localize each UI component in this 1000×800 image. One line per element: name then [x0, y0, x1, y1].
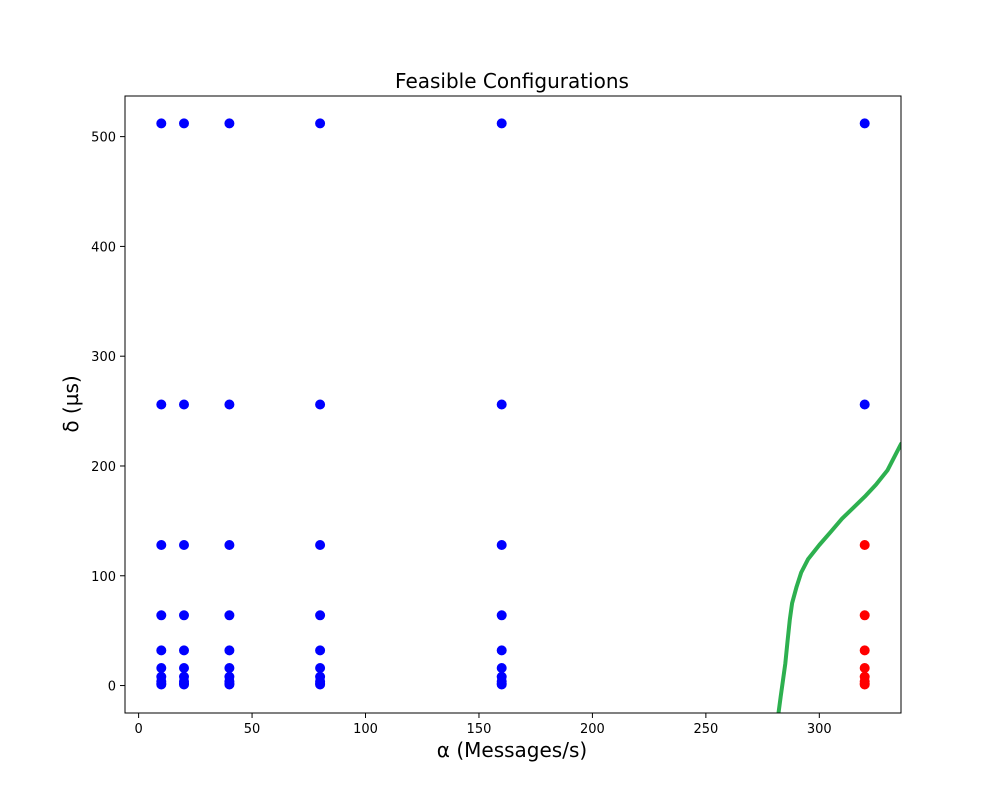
scatter-point-0-44	[496, 663, 507, 673]
y-tick-label-3: 300	[91, 350, 116, 365]
x-axis-label: α (Messages/s)	[437, 738, 587, 762]
scatter-point-0-28	[224, 399, 235, 410]
scatter-point-0-46	[496, 610, 507, 621]
scatter-point-1-4	[859, 663, 870, 673]
scatter-point-0-9	[156, 118, 167, 129]
y-tick-label-1: 100	[91, 570, 116, 585]
x-tick-label-0: 0	[134, 722, 142, 737]
scatter-point-1-3	[859, 671, 870, 682]
chart-title: Feasible Configurations	[395, 69, 629, 93]
scatter-point-0-27	[224, 540, 235, 550]
scatter-point-0-45	[496, 645, 507, 656]
scatter-point-0-43	[496, 671, 507, 682]
scatter-point-1-5	[859, 645, 870, 656]
scatter-point-0-26	[224, 610, 235, 621]
x-axis: 0 50 100 150 200 250 300	[134, 713, 832, 737]
y-tick-label-5: 500	[91, 131, 116, 146]
scatter-point-0-29	[224, 118, 235, 129]
scatter-point-0-18	[179, 399, 189, 410]
scatter-point-0-37	[315, 540, 326, 550]
scatter-point-0-5	[156, 645, 167, 656]
scatter-point-0-14	[179, 663, 189, 673]
y-tick-label-4: 400	[91, 240, 116, 255]
y-tick-label-0: 0	[108, 680, 116, 695]
y-axis: 0 100 200 300 400 500	[91, 131, 125, 695]
plot-frame	[124, 95, 902, 714]
y-axis-label: δ (µs)	[59, 375, 83, 432]
scatter-point-0-24	[224, 663, 235, 673]
scatter-point-0-50	[859, 399, 870, 410]
scatter-point-0-25	[224, 645, 235, 656]
scatter-point-0-34	[315, 663, 326, 673]
feasibility-curve	[776, 442, 901, 713]
scatter-point-0-13	[179, 671, 189, 682]
scatter-point-0-6	[156, 610, 167, 621]
scatter-point-0-36	[315, 610, 326, 621]
scatter-point-0-38	[315, 399, 326, 410]
scatter-point-0-49	[496, 118, 507, 129]
scatter-point-0-23	[224, 671, 235, 682]
scatter-point-1-6	[859, 610, 870, 621]
scatter-point-0-39	[315, 118, 326, 129]
x-tick-label-3: 150	[467, 722, 492, 737]
plot-area	[125, 96, 901, 713]
x-tick-label-2: 100	[353, 722, 378, 737]
scatter-point-0-7	[156, 540, 167, 550]
scatter-point-0-35	[315, 645, 326, 656]
scatter-point-0-17	[179, 540, 189, 550]
scatter-point-0-8	[156, 399, 167, 410]
scatter-point-0-15	[179, 645, 189, 656]
scatter-point-1-7	[859, 540, 870, 550]
x-tick-label-4: 200	[580, 722, 605, 737]
y-tick-label-2: 200	[91, 460, 116, 475]
scatter-point-0-47	[496, 540, 507, 550]
scatter-point-0-4	[156, 663, 167, 673]
x-tick-label-1: 50	[244, 722, 261, 737]
scatter-point-0-33	[315, 671, 326, 682]
scatter-point-0-48	[496, 399, 507, 410]
scatter-point-0-3	[156, 671, 167, 682]
scatter-point-0-51	[859, 118, 870, 129]
scatter-point-0-16	[179, 610, 189, 621]
scatter-point-0-19	[179, 118, 189, 129]
x-tick-label-5: 250	[693, 722, 718, 737]
x-tick-label-6: 300	[807, 722, 832, 737]
